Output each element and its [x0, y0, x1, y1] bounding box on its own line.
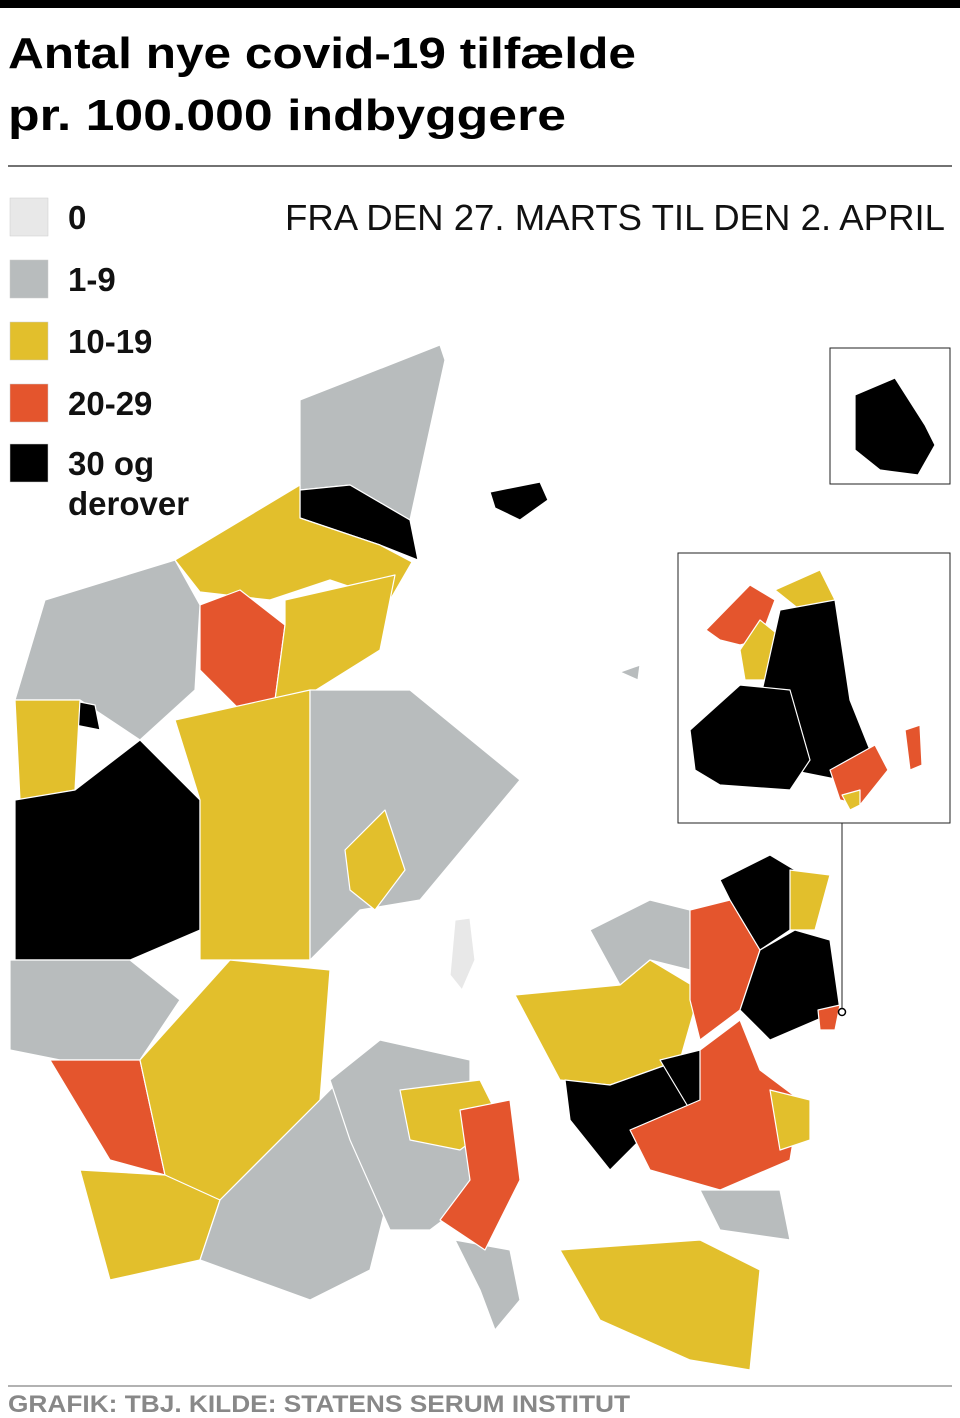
legend-swatch	[9, 259, 49, 299]
map	[9, 344, 951, 1371]
legend-label: 1-9	[68, 261, 116, 298]
title-line: Antal nye covid-19 tilfælde	[8, 29, 636, 78]
legend-label: derover	[68, 485, 189, 522]
region	[619, 664, 641, 681]
legend-label: 20-29	[68, 385, 152, 422]
region	[449, 917, 476, 991]
region	[489, 481, 549, 521]
legend-label: 0	[68, 199, 86, 236]
legend-swatch	[9, 321, 49, 361]
region	[769, 1089, 811, 1151]
region	[829, 744, 889, 806]
credit: GRAFIK: TBJ. KILDE: STATENS SERUM INSTIT…	[8, 1391, 630, 1418]
legend-label: 10-19	[68, 323, 152, 360]
region	[14, 699, 81, 801]
top-bar	[0, 0, 960, 8]
region	[817, 1004, 841, 1031]
region	[344, 809, 406, 911]
region	[274, 574, 396, 701]
region	[309, 689, 521, 961]
region	[854, 377, 936, 476]
region	[439, 1099, 521, 1251]
period: FRA DEN 27. MARTS TIL DEN 2. APRIL	[285, 197, 945, 238]
region	[789, 869, 831, 931]
region	[841, 789, 861, 811]
region	[199, 589, 286, 711]
region	[454, 1239, 521, 1331]
legend-swatch	[9, 383, 49, 423]
region	[174, 689, 311, 961]
region	[689, 684, 811, 791]
title-line: pr. 100.000 indbyggere	[8, 91, 566, 140]
region	[559, 1239, 761, 1371]
region	[904, 724, 923, 771]
legend-label: 30 og	[68, 445, 154, 482]
legend-swatch	[9, 197, 49, 237]
marker	[837, 1007, 847, 1017]
region	[629, 1019, 801, 1191]
region	[699, 1189, 791, 1241]
legend-swatch	[9, 443, 49, 483]
